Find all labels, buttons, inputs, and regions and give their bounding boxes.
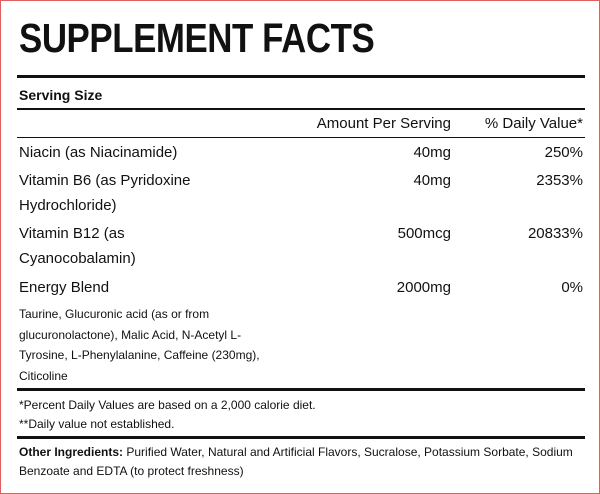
nutrient-name: Vitamin B12 (as — [19, 225, 125, 242]
other-ingredients-text: Purified Water, Natural and Artificial F… — [19, 445, 573, 478]
blend-ingredient: Citicoline — [19, 368, 68, 383]
daily-value: 0% — [561, 279, 583, 296]
blend-ingredient: Taurine, Glucuronic acid (as or from — [19, 307, 210, 321]
serving-size: Serving Size — [19, 87, 103, 103]
nutrient-name: Energy Blend — [19, 279, 110, 296]
amount: 2000mg — [396, 279, 451, 296]
nutrient-name: Hydrochloride) — [19, 197, 117, 214]
daily-value: 250% — [544, 144, 583, 161]
other-ingredients-label: Other Ingredients: — [19, 445, 124, 459]
column-header: % Daily Value* — [484, 115, 583, 132]
title: SUPPLEMENT FACTS — [19, 15, 375, 61]
nutrient-name: Niacin (as Niacinamide) — [19, 144, 178, 161]
amount: 40mg — [413, 172, 451, 189]
amount: 40mg — [413, 144, 451, 161]
column-header: Amount Per Serving — [316, 115, 451, 132]
amount: 500mcg — [397, 225, 451, 242]
nutrient-name: Vitamin B6 (as Pyridoxine — [19, 172, 191, 189]
daily-value: 20833% — [527, 225, 583, 242]
rule — [17, 75, 585, 78]
rule — [17, 108, 585, 110]
footnote: **Daily value not established. — [19, 417, 175, 431]
blend-ingredient: glucuronolactone), Malic Acid, N-Acetyl … — [19, 327, 242, 342]
other-ingredients: Other Ingredients: Purified Water, Natur… — [19, 443, 589, 481]
nutrient-name: Cyanocobalamin) — [19, 250, 136, 267]
footnote: *Percent Daily Values are based on a 2,0… — [19, 398, 316, 412]
daily-value: 2353% — [536, 172, 583, 189]
rule — [17, 388, 585, 391]
blend-ingredient: Tyrosine, L-Phenylalanine, Caffeine (230… — [19, 348, 260, 362]
rule — [17, 436, 585, 439]
rule — [17, 137, 585, 138]
